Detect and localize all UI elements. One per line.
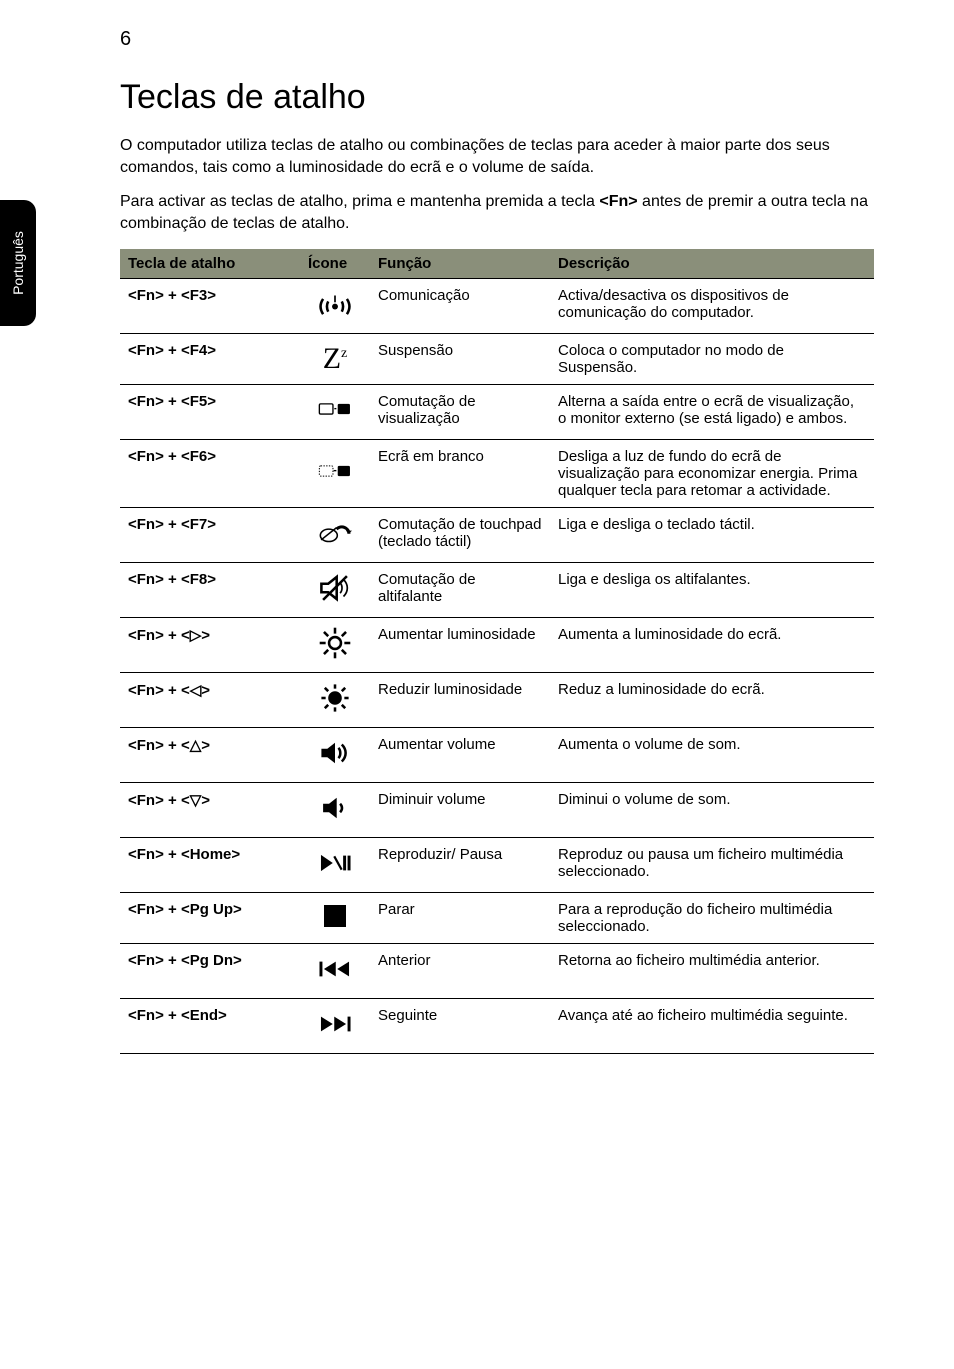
table-row: <Fn> + <End> SeguinteAvança até ao fichei… bbox=[120, 999, 874, 1054]
description-cell: Coloca o computador no modo de Suspensão… bbox=[550, 334, 874, 385]
fn-bold: <Fn> bbox=[599, 193, 637, 210]
vol-up-icon bbox=[300, 728, 370, 783]
hotkey-cell: <Fn> + <Home> bbox=[120, 838, 300, 893]
description-cell: Alterna a saída entre o ecrã de visualiz… bbox=[550, 385, 874, 440]
header-icon: Ícone bbox=[300, 249, 370, 279]
hotkey-cell: <Fn> + <△> bbox=[120, 728, 300, 783]
description-cell: Avança até ao ficheiro multimédia seguin… bbox=[550, 999, 874, 1054]
function-cell: Comutação de altifalante bbox=[370, 563, 550, 618]
header-desc: Descrição bbox=[550, 249, 874, 279]
description-cell: Reduz a luminosidade do ecrã. bbox=[550, 673, 874, 728]
table-row: <Fn> + <Pg Up> PararPara a reprodução do … bbox=[120, 893, 874, 944]
next-icon bbox=[300, 999, 370, 1054]
hotkey-cell: <Fn> + <F8> bbox=[120, 563, 300, 618]
table-row: <Fn> + <F5> Comutação de visualizaçãoAlte… bbox=[120, 385, 874, 440]
table-header-row: Tecla de atalho Ícone Função Descrição bbox=[120, 249, 874, 279]
play-icon bbox=[300, 838, 370, 893]
language-side-tab: Português bbox=[0, 200, 36, 326]
description-cell: Desliga a luz de fundo do ecrã de visual… bbox=[550, 440, 874, 508]
function-cell: Reduzir luminosidade bbox=[370, 673, 550, 728]
table-row: <Fn> + <F8> Comutação de altifalanteLiga … bbox=[120, 563, 874, 618]
function-cell: Ecrã em branco bbox=[370, 440, 550, 508]
description-cell: Aumenta a luminosidade do ecrã. bbox=[550, 618, 874, 673]
table-row: <Fn> + <F4>ZzSuspensãoColoca o computado… bbox=[120, 334, 874, 385]
function-cell: Suspensão bbox=[370, 334, 550, 385]
hotkey-cell: <Fn> + <◁> bbox=[120, 673, 300, 728]
touchpad-icon bbox=[300, 508, 370, 563]
function-cell: Comunicação bbox=[370, 279, 550, 334]
description-cell: Aumenta o volume de som. bbox=[550, 728, 874, 783]
zz-icon: Zz bbox=[300, 334, 370, 385]
hotkey-cell: <Fn> + <F6> bbox=[120, 440, 300, 508]
hotkeys-table: Tecla de atalho Ícone Função Descrição <… bbox=[120, 249, 874, 1054]
table-row: <Fn> + <▽> Diminuir volumeDiminui o volum… bbox=[120, 783, 874, 838]
hotkey-cell: <Fn> + <Pg Dn> bbox=[120, 944, 300, 999]
function-cell: Anterior bbox=[370, 944, 550, 999]
hotkey-cell: <Fn> + <End> bbox=[120, 999, 300, 1054]
hotkey-cell: <Fn> + <F5> bbox=[120, 385, 300, 440]
function-cell: Aumentar volume bbox=[370, 728, 550, 783]
function-cell: Reproduzir/ Pausa bbox=[370, 838, 550, 893]
language-label: Português bbox=[10, 231, 26, 295]
function-cell: Comutação de touchpad (teclado táctil) bbox=[370, 508, 550, 563]
hotkey-cell: <Fn> + <Pg Up> bbox=[120, 893, 300, 944]
bright-down-icon bbox=[300, 673, 370, 728]
description-cell: Activa/desactiva os dispositivos de comu… bbox=[550, 279, 874, 334]
table-row: <Fn> + <Home> Reproduzir/ PausaReproduz o… bbox=[120, 838, 874, 893]
description-cell: Retorna ao ficheiro multimédia anterior. bbox=[550, 944, 874, 999]
mute-icon bbox=[300, 563, 370, 618]
function-cell: Parar bbox=[370, 893, 550, 944]
hotkey-cell: <Fn> + <▷> bbox=[120, 618, 300, 673]
vol-down-icon bbox=[300, 783, 370, 838]
table-row: <Fn> + <△> Aumentar volumeAumenta o volum… bbox=[120, 728, 874, 783]
table-row: <Fn> + <Pg Dn> AnteriorRetorna ao ficheir… bbox=[120, 944, 874, 999]
table-row: <Fn> + <▷> Aumentar luminosidadeAumenta a… bbox=[120, 618, 874, 673]
description-cell: Liga e desliga os altifalantes. bbox=[550, 563, 874, 618]
wireless-icon bbox=[300, 279, 370, 334]
table-row: <Fn> + <◁> Reduzir luminosidadeReduz a lu… bbox=[120, 673, 874, 728]
page-title: Teclas de atalho bbox=[120, 78, 874, 117]
function-cell: Seguinte bbox=[370, 999, 550, 1054]
header-func: Função bbox=[370, 249, 550, 279]
header-key: Tecla de atalho bbox=[120, 249, 300, 279]
hotkey-cell: <Fn> + <▽> bbox=[120, 783, 300, 838]
prev-icon bbox=[300, 944, 370, 999]
function-cell: Diminuir volume bbox=[370, 783, 550, 838]
description-cell: Para a reprodução do ficheiro multimédia… bbox=[550, 893, 874, 944]
blank-icon bbox=[300, 440, 370, 508]
intro-paragraph-1: O computador utiliza teclas de atalho ou… bbox=[120, 135, 874, 179]
displays-icon bbox=[300, 385, 370, 440]
description-cell: Reproduz ou pausa um ficheiro multimédia… bbox=[550, 838, 874, 893]
hotkey-cell: <Fn> + <F7> bbox=[120, 508, 300, 563]
table-row: <Fn> + <F6> Ecrã em brancoDesliga a luz d… bbox=[120, 440, 874, 508]
function-cell: Comutação de visualização bbox=[370, 385, 550, 440]
table-row: <Fn> + <F3> ComunicaçãoActiva/desactiva o… bbox=[120, 279, 874, 334]
page-number: 6 bbox=[120, 28, 131, 51]
description-cell: Diminui o volume de som. bbox=[550, 783, 874, 838]
intro-paragraph-2: Para activar as teclas de atalho, prima … bbox=[120, 191, 874, 235]
table-row: <Fn> + <F7> Comutação de touchpad (teclad… bbox=[120, 508, 874, 563]
hotkey-cell: <Fn> + <F4> bbox=[120, 334, 300, 385]
hotkey-cell: <Fn> + <F3> bbox=[120, 279, 300, 334]
stop-icon bbox=[300, 893, 370, 944]
function-cell: Aumentar luminosidade bbox=[370, 618, 550, 673]
bright-up-icon bbox=[300, 618, 370, 673]
description-cell: Liga e desliga o teclado táctil. bbox=[550, 508, 874, 563]
